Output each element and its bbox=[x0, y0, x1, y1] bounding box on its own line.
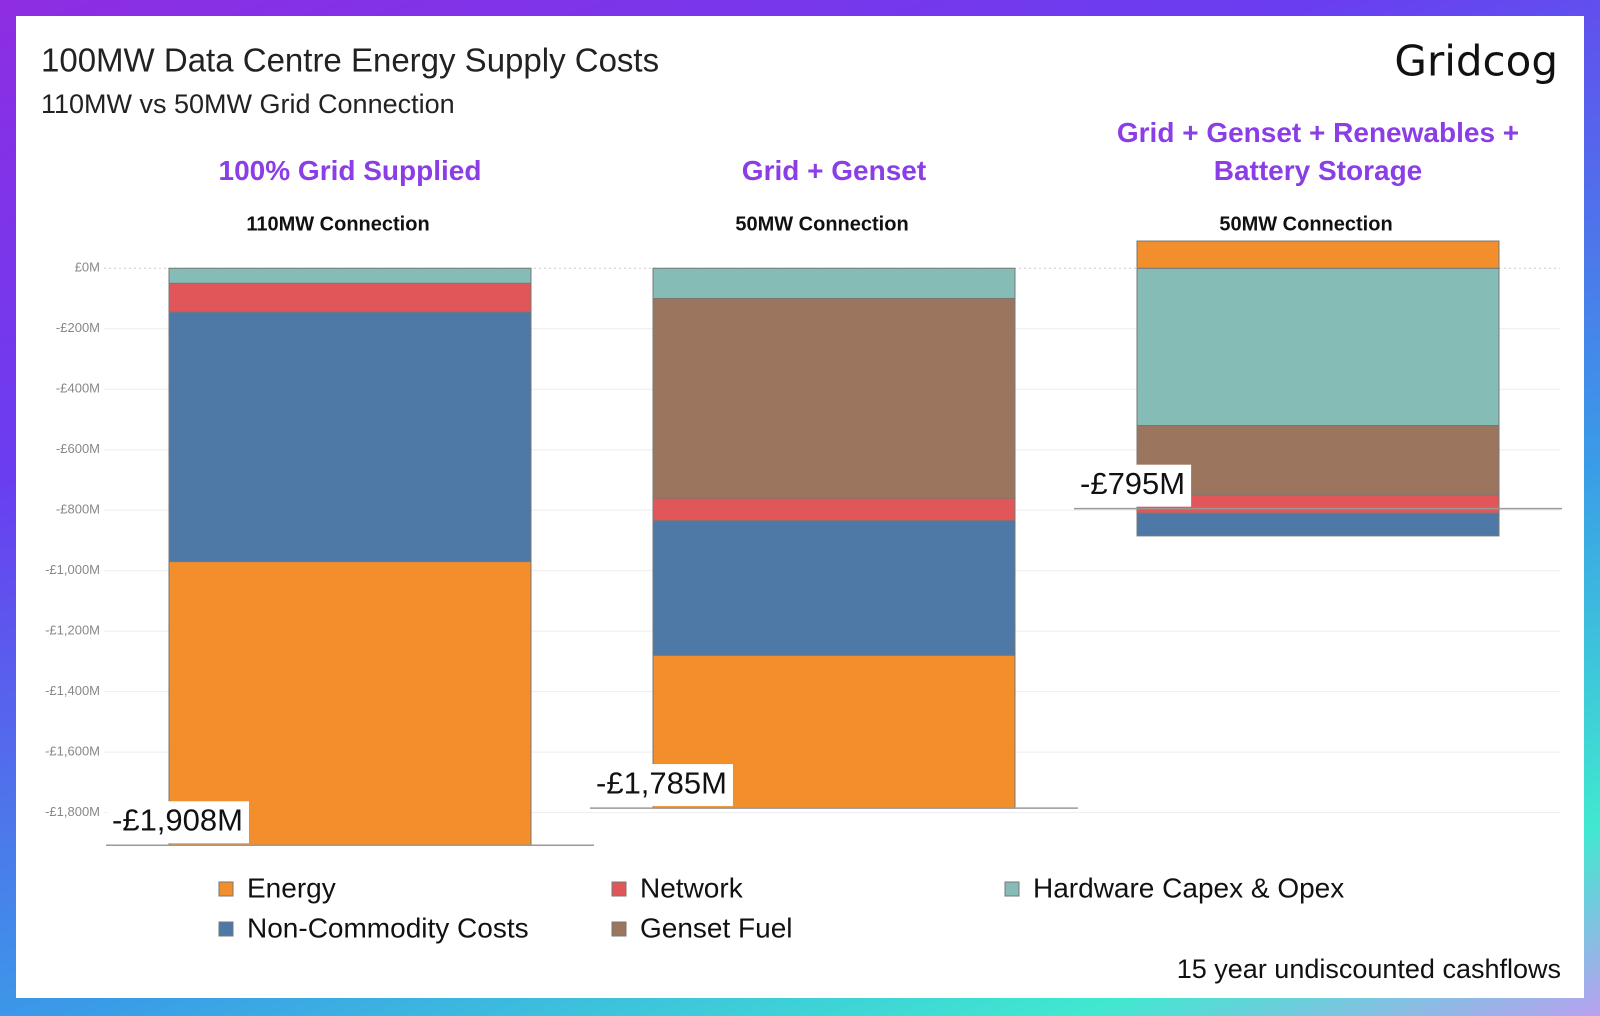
category-title: 100% Grid Supplied bbox=[218, 155, 482, 186]
bar-segment bbox=[652, 497, 1016, 522]
y-tick-label: -£1,400M bbox=[45, 683, 100, 698]
legend-swatch bbox=[1004, 881, 1020, 897]
bar-segment bbox=[1136, 267, 1500, 427]
total-label-group: -£795M bbox=[1076, 464, 1192, 507]
bar-segment bbox=[168, 311, 532, 563]
connection-label: 50MW Connection bbox=[735, 213, 908, 235]
footnote: 15 year undiscounted cashflows bbox=[1177, 954, 1561, 984]
legend-swatch bbox=[218, 881, 234, 897]
bar-segment bbox=[652, 267, 1016, 299]
y-tick-label: -£1,000M bbox=[45, 562, 100, 577]
chart-subtitle: 110MW vs 50MW Grid Connection bbox=[41, 89, 455, 119]
legend-swatch bbox=[218, 921, 234, 937]
legend-label: Energy bbox=[247, 872, 336, 903]
bar-segment bbox=[1136, 512, 1500, 537]
y-tick-label: -£1,200M bbox=[45, 623, 100, 638]
y-tick-label: -£800M bbox=[56, 502, 100, 517]
total-label: -£1,908M bbox=[112, 802, 243, 837]
total-label: -£795M bbox=[1080, 466, 1185, 501]
y-tick-label: -£1,800M bbox=[45, 804, 100, 819]
total-label-bg bbox=[592, 764, 733, 807]
y-tick-label: -£200M bbox=[56, 320, 100, 335]
y-tick-label: £0M bbox=[75, 260, 100, 275]
bar-segment bbox=[1136, 240, 1500, 269]
total-label-bg bbox=[1076, 464, 1192, 507]
bar-segment bbox=[652, 520, 1016, 656]
total-label: -£1,785M bbox=[596, 765, 727, 800]
total-label-group: -£1,785M bbox=[592, 764, 733, 807]
connection-label: 110MW Connection bbox=[246, 213, 429, 235]
total-label-group: -£1,908M bbox=[108, 801, 249, 844]
legend-label: Hardware Capex & Opex bbox=[1033, 872, 1344, 903]
logo: Gridcog bbox=[1394, 37, 1558, 86]
bar-segment bbox=[168, 282, 532, 313]
y-tick-label: -£1,600M bbox=[45, 744, 100, 759]
connection-label: 50MW Connection bbox=[1219, 213, 1392, 235]
bar-segment bbox=[652, 297, 1016, 499]
legend-label: Network bbox=[640, 872, 744, 903]
legend-swatch bbox=[611, 881, 627, 897]
legend-label: Non-Commodity Costs bbox=[247, 912, 529, 943]
bar-segment bbox=[168, 561, 532, 846]
y-tick-label: -£400M bbox=[56, 381, 100, 396]
bar-segment bbox=[1136, 425, 1500, 496]
legend-swatch bbox=[611, 921, 627, 937]
total-label-bg bbox=[108, 801, 249, 844]
y-tick-label: -£600M bbox=[56, 441, 100, 456]
bar-segment bbox=[1136, 494, 1500, 514]
category-title: Grid + Genset bbox=[741, 155, 927, 186]
bar-segment bbox=[168, 267, 532, 284]
legend-label: Genset Fuel bbox=[640, 912, 793, 943]
category-title: Grid + Genset + Renewables + Battery Sto… bbox=[1116, 117, 1520, 186]
chart-title: 100MW Data Centre Energy Supply Costs bbox=[41, 42, 659, 79]
